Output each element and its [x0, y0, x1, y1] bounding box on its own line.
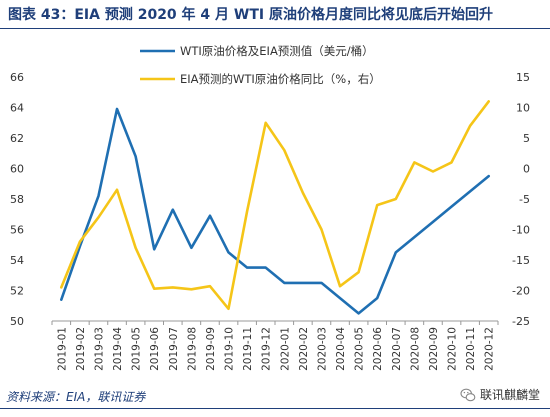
left-y-tick-label: 62 [10, 132, 24, 145]
left-y-tick-label: 54 [10, 254, 24, 267]
legend-label-yoy: EIA预测的WTI原油价格同比（%，右） [180, 72, 381, 86]
x-tick-label: 2019-06 [149, 327, 161, 371]
x-tick-label: 2020-03 [316, 327, 328, 371]
x-tick-label: 2019-12 [261, 327, 273, 371]
wti-price-line [59, 107, 491, 315]
right-y-tick-label: -25 [512, 315, 530, 328]
right-y-tick-label: -10 [512, 224, 530, 237]
left-y-tick-label: 50 [10, 315, 24, 328]
right-y-tick-label: 5 [523, 132, 530, 145]
right-y-axis: -25 -20 -15 -10 -5 0 5 10 15 [512, 71, 530, 328]
x-tick-label: 2019-07 [168, 327, 180, 371]
right-y-tick-label: 0 [523, 163, 530, 176]
legend-label-wti: WTI原油价格及EIA预测值（美元/桶） [180, 44, 374, 58]
source-note: 资料来源：EIA，联讯证券 [6, 390, 146, 404]
chart-legend: WTI原油价格及EIA预测值（美元/桶） EIA预测的WTI原油价格同比（%，右） [140, 44, 381, 86]
right-y-tick-label: -20 [512, 285, 530, 298]
series-lines [59, 100, 491, 315]
right-y-tick-label: -15 [512, 254, 530, 267]
right-y-tick-label: -5 [519, 193, 530, 206]
left-y-axis: 50 52 54 56 58 60 62 64 66 [10, 71, 24, 328]
x-tick-label: 2019-10 [224, 327, 236, 371]
x-tick-label: 2020-10 [447, 327, 459, 371]
chart-title: 图表 43：EIA 预测 2020 年 4 月 WTI 原油价格月度同比将见底后… [8, 7, 493, 23]
left-y-tick-label: 52 [10, 285, 24, 298]
x-tick-label: 2020-12 [484, 327, 496, 371]
x-tick-label: 2020-04 [335, 327, 347, 371]
x-tick-label: 2020-06 [372, 327, 384, 371]
wechat-icon [460, 388, 476, 401]
left-y-tick-label: 64 [10, 102, 24, 115]
x-tick-label: 2019-11 [242, 327, 254, 371]
watermark-label: 联讯麒麟堂 [479, 388, 540, 402]
x-tick-label: 2020-01 [279, 327, 291, 371]
left-y-tick-label: 56 [10, 224, 24, 237]
x-tick-label: 2019-05 [131, 327, 143, 371]
left-y-tick-label: 58 [10, 193, 24, 206]
right-y-tick-label: 15 [516, 71, 530, 84]
x-axis: 2019-01 2019-02 2019-03 2019-04 2019-05 2019-… [51, 320, 499, 371]
footer-divider [0, 408, 550, 409]
x-tick-label: 2019-04 [112, 327, 124, 371]
title-divider [0, 28, 550, 29]
left-y-tick-label: 60 [10, 163, 24, 176]
x-tick-label: 2019-01 [56, 327, 68, 371]
x-tick-label: 2019-02 [75, 327, 87, 371]
x-tick-label: 2019-08 [186, 327, 198, 371]
right-y-tick-label: 10 [516, 102, 530, 115]
x-tick-label: 2020-11 [465, 327, 477, 371]
x-tick-label: 2020-08 [409, 327, 421, 371]
watermark: 联讯麒麟堂 [460, 386, 540, 403]
x-tick-label: 2019-03 [93, 327, 105, 371]
x-tick-label: 2020-05 [354, 327, 366, 371]
x-tick-label: 2020-07 [391, 327, 403, 371]
x-tick-label: 2020-09 [428, 327, 440, 371]
x-tick-label: 2019-09 [205, 327, 217, 371]
x-tick-label: 2020-02 [298, 327, 310, 371]
yoy-change-line [59, 100, 491, 311]
left-y-tick-label: 66 [10, 71, 24, 84]
